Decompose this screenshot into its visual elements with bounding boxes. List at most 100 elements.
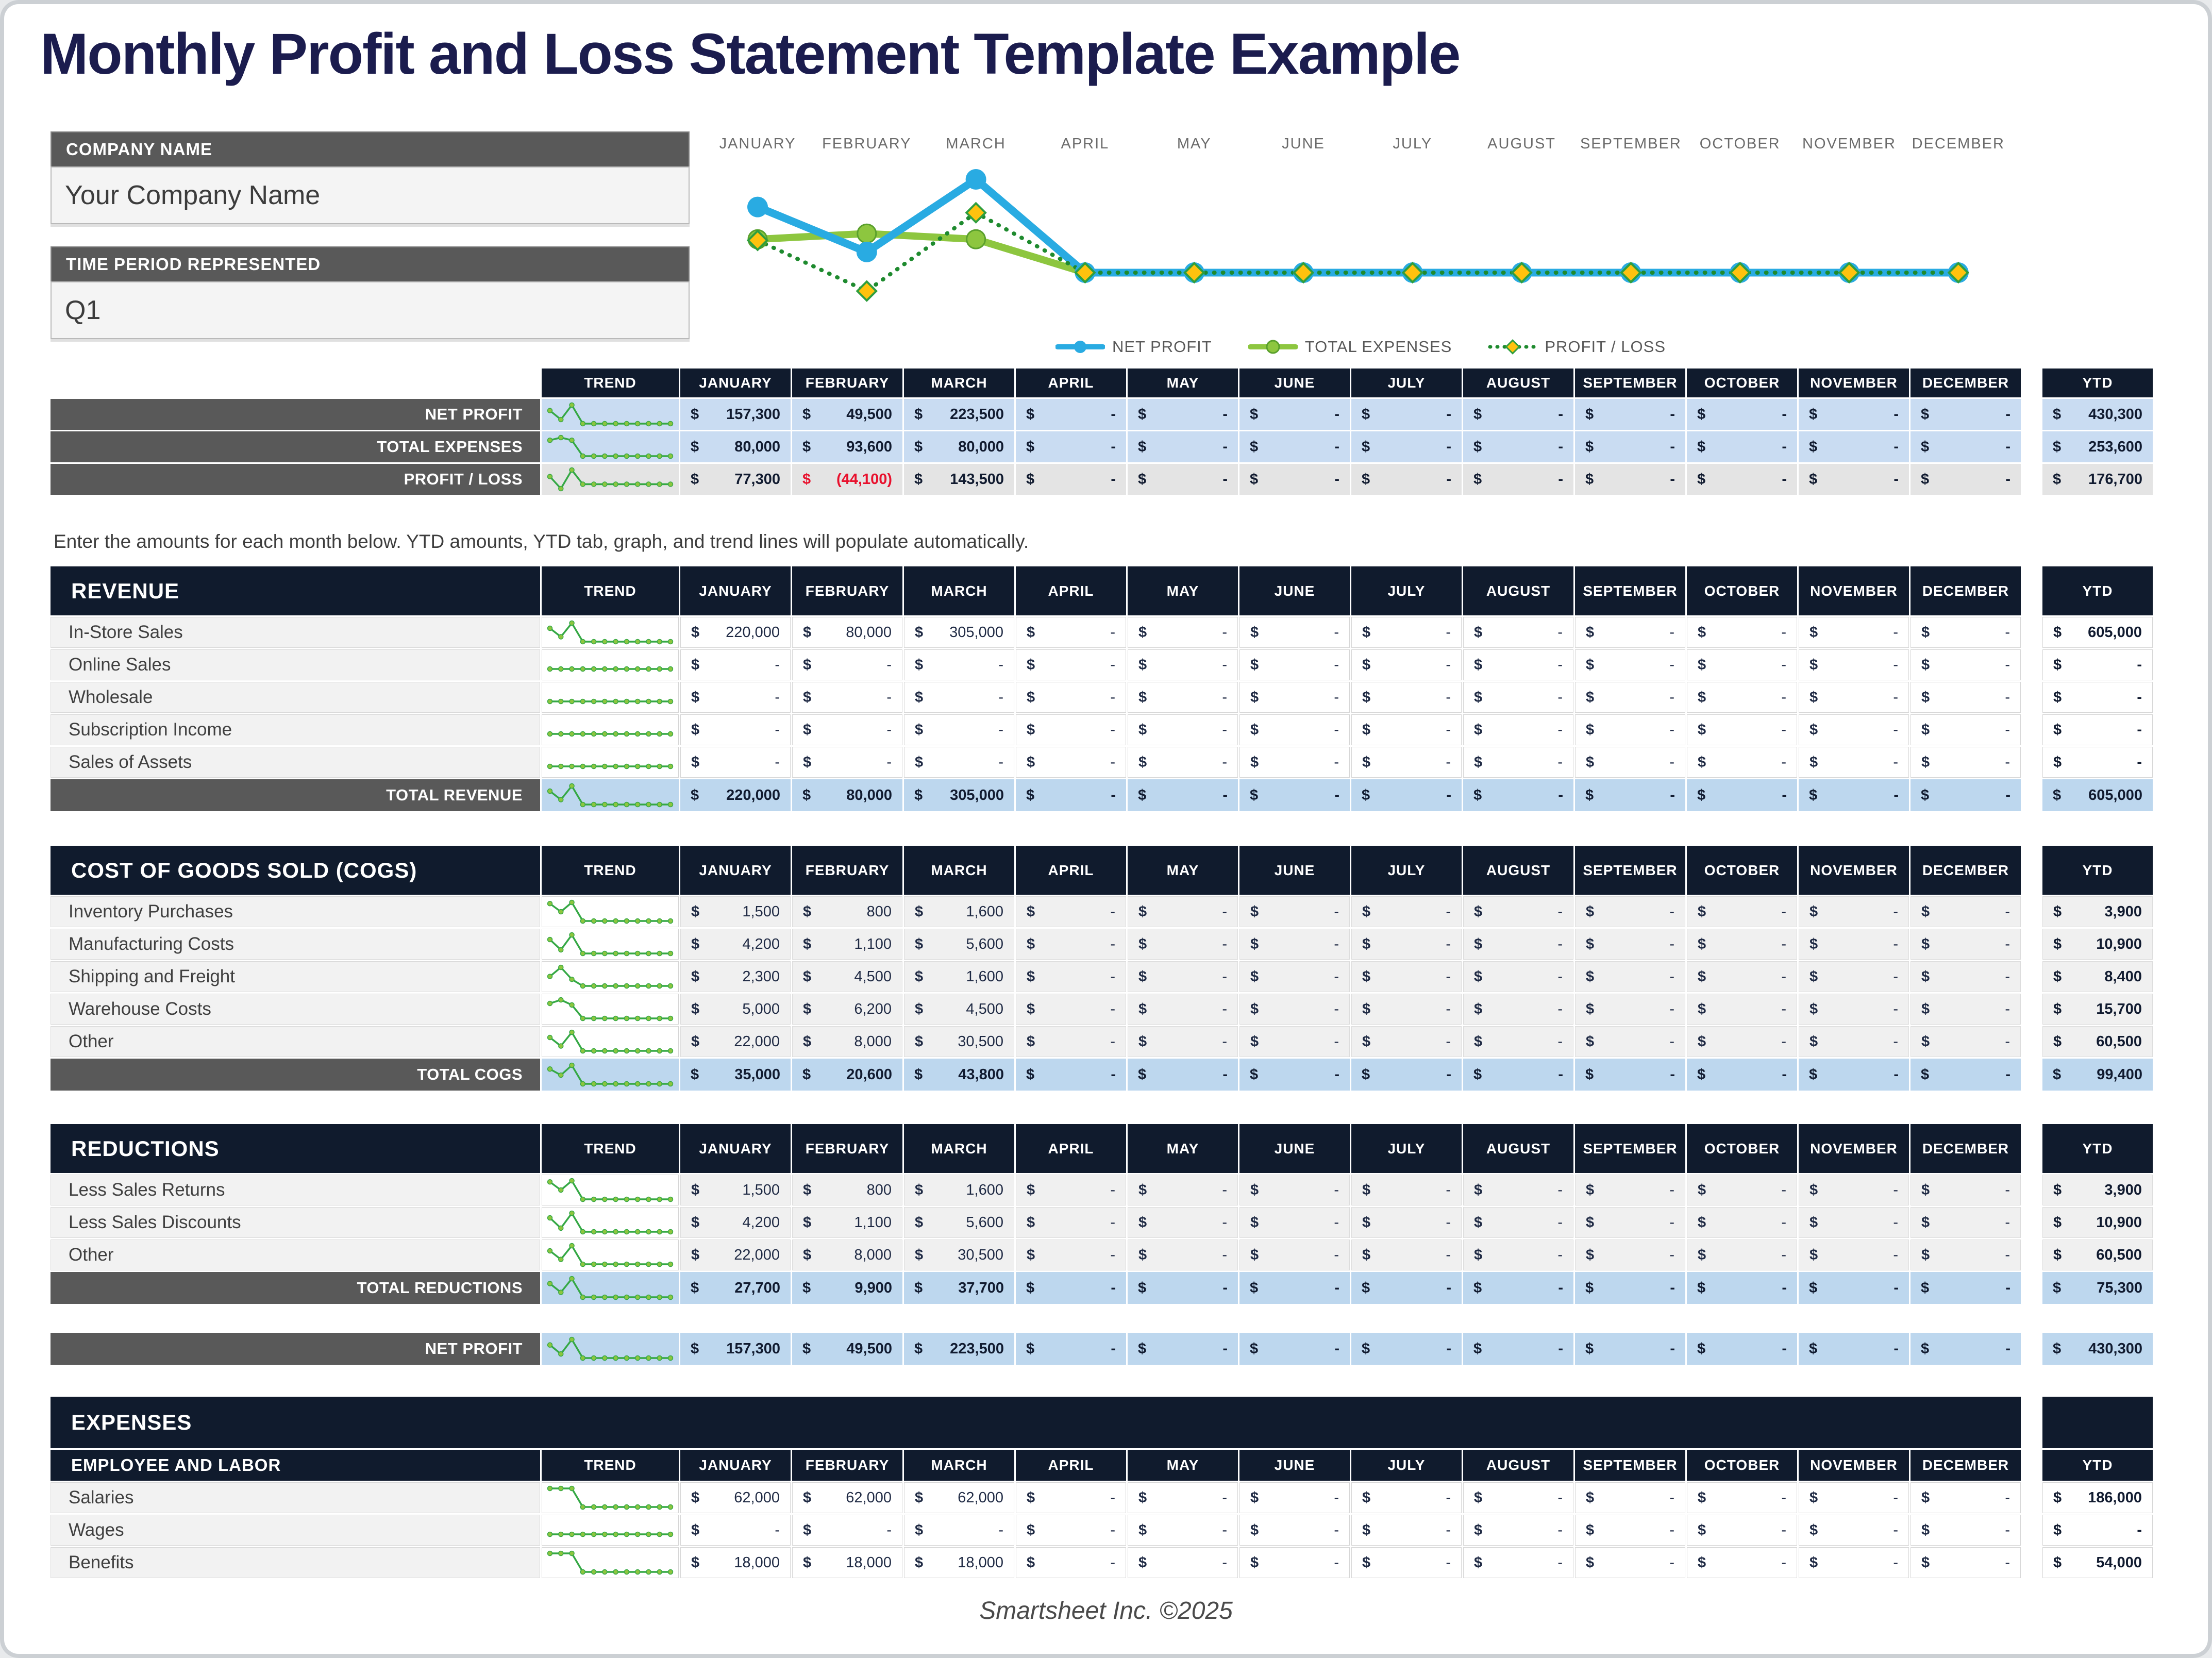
money-cell[interactable]: $ - (1575, 464, 1685, 495)
money-cell[interactable]: $ - (1239, 994, 1350, 1025)
money-cell[interactable]: $5,600 (904, 1207, 1014, 1238)
money-cell[interactable]: $ - (1911, 1240, 2021, 1270)
money-cell[interactable]: $43,800 (904, 1059, 1014, 1091)
money-cell[interactable]: $62,000 (792, 1482, 902, 1513)
money-cell[interactable]: $ - (1463, 929, 1573, 960)
money-cell[interactable]: $305,000 (904, 779, 1014, 811)
money-cell[interactable]: $ - (1128, 682, 1238, 713)
money-cell[interactable]: $ - (2042, 649, 2153, 680)
money-cell[interactable]: $ - (1128, 1547, 1238, 1578)
money-cell[interactable]: $30,500 (904, 1240, 1014, 1270)
money-cell[interactable]: $ - (1463, 464, 1573, 495)
money-cell[interactable]: $ - (1799, 779, 1909, 811)
money-cell[interactable]: $ - (1016, 399, 1126, 430)
money-cell[interactable]: $ - (1463, 896, 1573, 927)
money-cell[interactable]: $ - (1687, 1059, 1797, 1091)
money-cell[interactable]: $ - (1463, 431, 1573, 462)
money-cell[interactable]: $ - (1799, 1333, 1909, 1365)
money-cell[interactable]: $1,600 (904, 896, 1014, 927)
money-cell[interactable]: $ - (1911, 399, 2021, 430)
money-cell[interactable]: $ - (1016, 1207, 1126, 1238)
money-cell[interactable]: $80,000 (792, 617, 902, 648)
money-cell[interactable]: $ - (1911, 961, 2021, 992)
money-cell[interactable]: $ - (1351, 896, 1462, 927)
money-cell[interactable]: $ - (1575, 1059, 1685, 1091)
money-cell[interactable]: $4,500 (792, 961, 902, 992)
money-cell[interactable]: $ - (1463, 1026, 1573, 1057)
money-cell[interactable]: $ - (1687, 1515, 1797, 1546)
money-cell[interactable]: $4,500 (904, 994, 1014, 1025)
money-cell[interactable]: $ - (1239, 617, 1350, 648)
money-cell[interactable]: $ - (1687, 464, 1797, 495)
money-cell[interactable]: $ - (1575, 1515, 1685, 1546)
money-cell[interactable]: $1,100 (792, 929, 902, 960)
money-cell[interactable]: $220,000 (680, 617, 791, 648)
money-cell[interactable]: $ - (1575, 994, 1685, 1025)
money-cell[interactable]: $ - (1128, 1207, 1238, 1238)
money-cell[interactable]: $54,000 (2042, 1547, 2153, 1578)
money-cell[interactable]: $ - (680, 747, 791, 778)
money-cell[interactable]: $ - (1911, 929, 2021, 960)
money-cell[interactable]: $ - (1911, 649, 2021, 680)
money-cell[interactable]: $5,000 (680, 994, 791, 1025)
money-cell[interactable]: $ - (1911, 714, 2021, 745)
money-cell[interactable]: $ - (1799, 682, 1909, 713)
money-cell[interactable]: $10,900 (2042, 1207, 2153, 1238)
money-cell[interactable]: $ - (1463, 399, 1573, 430)
money-cell[interactable]: $ - (1799, 961, 1909, 992)
money-cell[interactable]: $ - (1128, 1240, 1238, 1270)
money-cell[interactable]: $ - (1128, 431, 1238, 462)
money-cell[interactable]: $18,000 (904, 1547, 1014, 1578)
money-cell[interactable]: $ - (1463, 961, 1573, 992)
money-cell[interactable]: $37,700 (904, 1272, 1014, 1304)
money-cell[interactable]: $ - (1463, 1059, 1573, 1091)
money-cell[interactable]: $ - (1687, 1026, 1797, 1057)
money-cell[interactable]: $ - (1128, 399, 1238, 430)
money-cell[interactable]: $ - (680, 714, 791, 745)
money-cell[interactable]: $800 (792, 1175, 902, 1205)
money-cell[interactable]: $ - (1016, 1026, 1126, 1057)
money-cell[interactable]: $1,500 (680, 1175, 791, 1205)
money-cell[interactable]: $ - (1911, 1207, 2021, 1238)
money-cell[interactable]: $ - (1575, 1175, 1685, 1205)
money-cell[interactable]: $ - (1016, 779, 1126, 811)
money-cell[interactable]: $ - (1575, 1333, 1685, 1365)
money-cell[interactable]: $ - (1351, 1207, 1462, 1238)
money-cell[interactable]: $ - (1575, 961, 1685, 992)
money-cell[interactable]: $ - (1351, 779, 1462, 811)
money-cell[interactable]: $ - (1799, 1240, 1909, 1270)
money-cell[interactable]: $ - (1799, 1059, 1909, 1091)
money-cell[interactable]: $ - (1575, 617, 1685, 648)
money-cell[interactable]: $ - (1128, 649, 1238, 680)
money-cell[interactable]: $ - (1463, 1515, 1573, 1546)
money-cell[interactable]: $ - (1799, 929, 1909, 960)
money-cell[interactable]: $ - (1687, 929, 1797, 960)
company-name-input[interactable]: Your Company Name (51, 166, 690, 224)
money-cell[interactable]: $ - (1128, 1515, 1238, 1546)
money-cell[interactable]: $ - (1687, 1240, 1797, 1270)
money-cell[interactable]: $ - (1239, 1272, 1350, 1304)
money-cell[interactable]: $ - (1575, 1482, 1685, 1513)
money-cell[interactable]: $ - (1351, 617, 1462, 648)
money-cell[interactable]: $1,600 (904, 1175, 1014, 1205)
money-cell[interactable]: $2,300 (680, 961, 791, 992)
money-cell[interactable]: $ - (1351, 961, 1462, 992)
money-cell[interactable]: $ - (1351, 649, 1462, 680)
money-cell[interactable]: $ - (1351, 399, 1462, 430)
money-cell[interactable]: $ - (1911, 1333, 2021, 1365)
money-cell[interactable]: $ - (1575, 431, 1685, 462)
money-cell[interactable]: $ - (1687, 714, 1797, 745)
money-cell[interactable]: $ - (1016, 1482, 1126, 1513)
money-cell[interactable]: $ - (1911, 431, 2021, 462)
money-cell[interactable]: $ - (1687, 1547, 1797, 1578)
money-cell[interactable]: $ - (1463, 1207, 1573, 1238)
money-cell[interactable]: $ - (1799, 399, 1909, 430)
money-cell[interactable]: $ - (1463, 1240, 1573, 1270)
money-cell[interactable]: $ - (1799, 464, 1909, 495)
money-cell[interactable]: $605,000 (2042, 779, 2153, 811)
money-cell[interactable]: $223,500 (904, 1333, 1014, 1365)
money-cell[interactable]: $ - (1351, 714, 1462, 745)
money-cell[interactable]: $143,500 (904, 464, 1014, 495)
money-cell[interactable]: $ - (2042, 682, 2153, 713)
money-cell[interactable]: $15,700 (2042, 994, 2153, 1025)
